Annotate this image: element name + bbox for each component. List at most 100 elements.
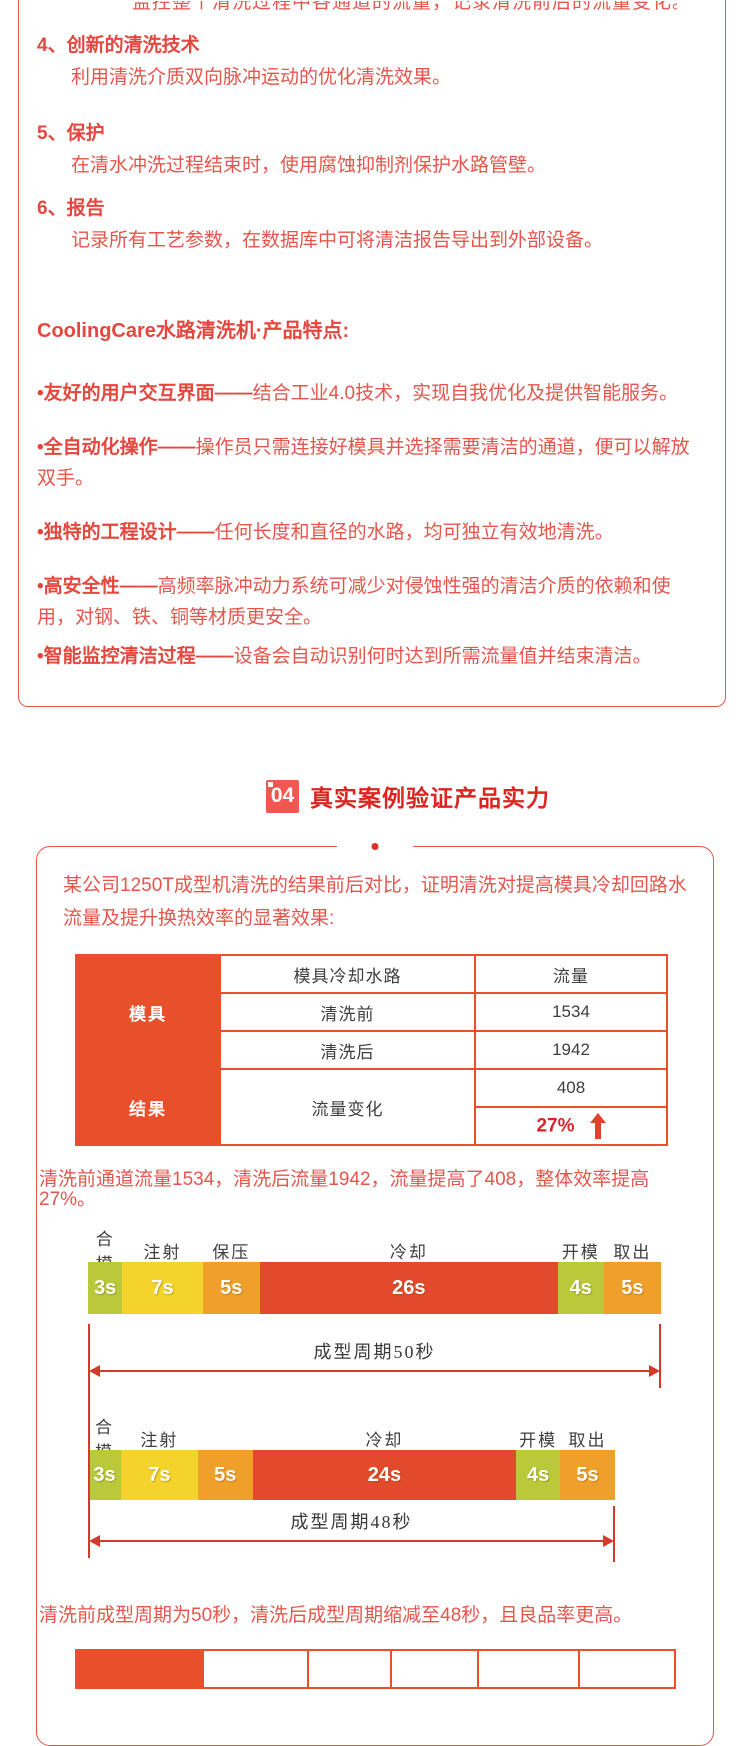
phase-label: 注射 [143, 1242, 182, 1262]
section-title: 真实案例验证产品实力 [310, 785, 550, 811]
feature-lead: •全自动化操作—— [37, 437, 196, 458]
clipped-text: 监控整个清洗过程中各通道的流量，记录清洗前后的流量变化。 [132, 1, 677, 10]
cycle-chart-after: 合模 注射 冷却 开模 取出 3s 7s 5s 24s 4s 5s 成型周期48… [88, 1418, 615, 1562]
section-header: 04 真实案例验证产品实力 [266, 779, 749, 813]
feature-lead: •高安全性—— [37, 576, 158, 597]
phase-labels: 合模 注射 保压 冷却 开模 取出 [88, 1230, 661, 1274]
feature-rest: 高频率脉冲动力系统可减少对侵蚀性强的清洁介质的依赖和使用，对钢、铁、铜等材质更安… [37, 576, 671, 628]
feature-lead: •智能监控清洁过程—— [37, 646, 234, 667]
phase-label: 注射 [140, 1430, 179, 1450]
phase-label: 开模 [561, 1242, 600, 1262]
feature-item: •友好的用户交互界面——结合工业4.0技术，实现自我优化及提供智能服务。 [37, 378, 707, 409]
item-6-body: 记录所有工艺参数，在数据库中可将清洁报告导出到外部设备。 [71, 230, 604, 251]
phase-label: 保压 [212, 1242, 251, 1262]
double-arrow [89, 1535, 614, 1547]
cell-change-percent: 27% [474, 1106, 668, 1146]
up-arrow-icon [589, 1112, 606, 1140]
cell-before-value: 1534 [474, 992, 668, 1032]
cell-before-label: 清洗前 [219, 992, 476, 1032]
feature-lead: •友好的用户交互界面—— [37, 383, 253, 404]
bracket-left-line [88, 1324, 90, 1558]
flow-comparison-table: 模具 模具冷却水路 流量 清洗前 1534 清洗后 1942 结果 流量变化 4… [75, 954, 668, 1146]
preview-cell [578, 1651, 674, 1687]
preview-cell [307, 1651, 390, 1687]
bar-segment: 3s [88, 1262, 123, 1314]
cycle-caption: 成型周期50秒 [313, 1342, 436, 1362]
phase-label: 冷却 [365, 1430, 404, 1450]
next-table-preview [75, 1649, 676, 1689]
feature-item: •独特的工程设计——任何长度和直径的水路，均可独立有效地清洗。 [37, 517, 707, 548]
bar-segment: 5s [560, 1450, 615, 1500]
phase-label: 冷却 [389, 1242, 428, 1262]
item-4-body: 利用清洗介质双向脉冲运动的优化清洗效果。 [71, 67, 452, 88]
item-4-title: 4、创新的清洗技术 [37, 35, 200, 56]
feature-item: •全自动化操作——操作员只需连接好模具并选择需要清洁的通道，便可以解放双手。 [37, 432, 707, 494]
preview-cell [390, 1651, 477, 1687]
cycle-summary: 清洗前成型周期为50秒，清洗后成型周期缩减至48秒，且良品率更高。 [39, 1605, 633, 1626]
table-row: 结果 流量变化 408 [75, 1068, 668, 1146]
feature-rest: 操作员只需连接好模具并选择需要清洁的通道，便可以解放双手。 [37, 437, 690, 489]
features-box: 监控整个清洗过程中各通道的流量，记录清洗前后的流量变化。 4、创新的清洗技术 利… [18, 0, 726, 707]
cycle-bar: 3s 7s 5s 24s 4s 5s [88, 1450, 615, 1500]
preview-cell [477, 1651, 578, 1687]
cell-change-value: 408 [474, 1068, 668, 1108]
bracket-right-line [659, 1324, 661, 1388]
group-cell-result: 结果 [75, 1068, 221, 1146]
cell-change-label: 流量变化 [219, 1068, 476, 1146]
badge-corner-decoration [268, 781, 273, 787]
bar-segment: 3s [88, 1450, 121, 1500]
cycle-span-bracket: 成型周期50秒 [88, 1314, 661, 1394]
numbered-item-6: 6、报告 记录所有工艺参数，在数据库中可将清洁报告导出到外部设备。 [37, 199, 707, 254]
cycle-bar: 3s 7s 5s 26s 4s 5s [88, 1262, 661, 1314]
phase-labels: 合模 注射 冷却 开模 取出 [88, 1418, 615, 1462]
feature-rest: 任何长度和直径的水路，均可独立有效地清洗。 [214, 522, 614, 543]
case-study-box: 某公司1250T成型机清洗的结果前后对比，证明清洗对提高模具冷却回路水流量及提升… [36, 843, 714, 1746]
case-intro: 某公司1250T成型机清洗的结果前后对比，证明清洗对提高模具冷却回路水流量及提升… [63, 875, 687, 929]
item-6-title: 6、报告 [37, 198, 105, 219]
bar-segment: 26s [259, 1262, 558, 1314]
feature-item: •高安全性——高频率脉冲动力系统可减少对侵蚀性强的清洁介质的依赖和使用，对钢、铁… [37, 571, 707, 633]
section-number-badge: 04 [266, 779, 299, 813]
feature-rest: 设备会自动识别何时达到所需流量值并结束清洁。 [233, 646, 652, 667]
cycle-chart-before: 合模 注射 保压 冷却 开模 取出 3s 7s 5s 26s 4s 5s 成型周… [88, 1230, 661, 1394]
percent-value: 27% [536, 1115, 575, 1137]
cycle-charts: 合模 注射 保压 冷却 开模 取出 3s 7s 5s 26s 4s 5s 成型周… [88, 1230, 661, 1562]
border-dot-decoration [371, 843, 379, 850]
bracket-right-line [613, 1506, 615, 1562]
features-title: CoolingCare水路清洗机·产品特点: [37, 320, 350, 342]
header-cell-flow: 流量 [474, 954, 668, 994]
bar-segment: 4s [516, 1450, 561, 1500]
bar-segment: 5s [202, 1262, 260, 1314]
table-row: 清洗前 1534 [76, 992, 668, 1032]
cycle-span-bracket: 成型周期48秒 [88, 1500, 615, 1562]
phase-label: 取出 [613, 1242, 652, 1262]
bar-segment: 24s [252, 1450, 517, 1500]
phase-label: 开模 [519, 1430, 558, 1450]
flow-summary: 清洗前通道流量1534，清洗后流量1942，流量提高了408，整体效率提高27%… [39, 1169, 650, 1210]
item-5-body: 在清水冲洗过程结束时，使用腐蚀抑制剂保护水路管壁。 [71, 155, 547, 176]
table-row: 27% [76, 1106, 668, 1146]
bar-segment: 7s [120, 1450, 198, 1500]
feature-lead: •独特的工程设计—— [37, 522, 215, 543]
double-arrow [89, 1365, 660, 1377]
bar-segment: 5s [197, 1450, 253, 1500]
phase-label: 取出 [568, 1430, 607, 1450]
feature-item: •智能监控清洁过程——设备会自动识别何时达到所需流量值并结束清洁。 [37, 641, 707, 672]
cell-after-value: 1942 [474, 1030, 668, 1070]
numbered-item-5: 5、保护 在清水冲洗过程结束时，使用腐蚀抑制剂保护水路管壁。 [37, 124, 707, 179]
numbered-item-4: 4、创新的清洗技术 利用清洗介质双向脉冲运动的优化清洗效果。 [37, 36, 707, 91]
bar-segment: 4s [557, 1262, 604, 1314]
cycle-caption: 成型周期48秒 [290, 1512, 413, 1532]
item-5-title: 5、保护 [37, 123, 105, 144]
bar-segment: 7s [122, 1262, 203, 1314]
group-cell-mold: 模具 [75, 954, 221, 1070]
preview-cell [202, 1651, 307, 1687]
table-row: 清洗后 1942 [76, 1030, 668, 1070]
preview-header-cell [77, 1651, 202, 1687]
section-number: 04 [270, 784, 295, 807]
cell-after-label: 清洗后 [219, 1030, 476, 1070]
header-cell-circuit: 模具冷却水路 [219, 954, 476, 994]
feature-rest: 结合工业4.0技术，实现自我优化及提供智能服务。 [252, 383, 679, 404]
table-row: 模具 模具冷却水路 流量 [75, 954, 668, 1070]
clipped-text-line: 监控整个清洗过程中各通道的流量，记录清洗前后的流量变化。 [132, 1, 677, 10]
